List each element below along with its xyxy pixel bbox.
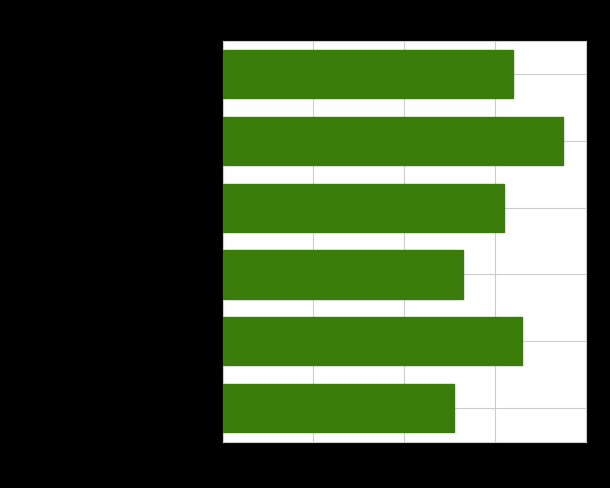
Bar [223, 318, 522, 366]
Bar [223, 184, 504, 232]
Bar [223, 118, 563, 165]
Bar [223, 51, 513, 99]
Bar [223, 384, 454, 432]
Bar [223, 251, 463, 299]
